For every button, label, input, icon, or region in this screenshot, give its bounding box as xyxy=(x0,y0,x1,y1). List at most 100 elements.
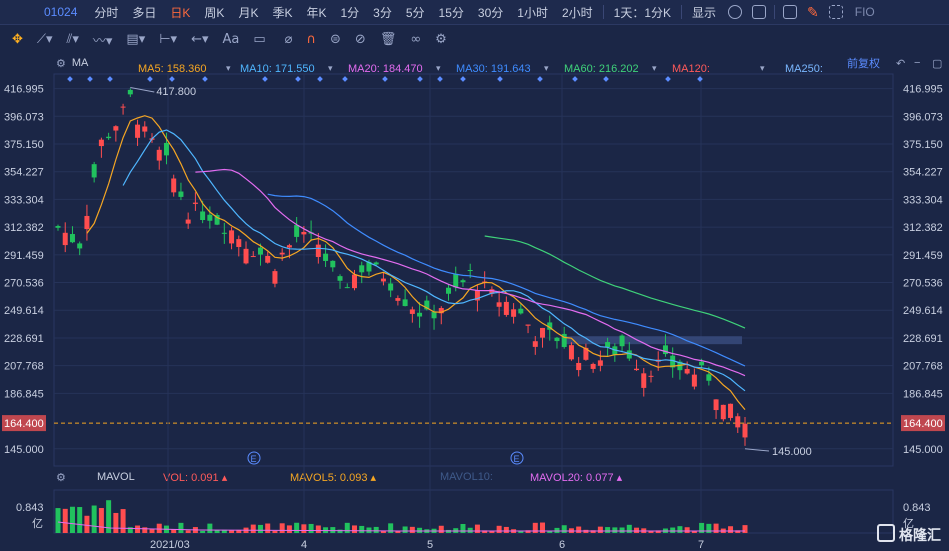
volume-tick-label: 0.843 xyxy=(903,502,931,514)
vol-legend-item[interactable]: MAVOL5: 0.093 ▴ xyxy=(290,472,377,484)
mavol-label[interactable]: MAVOL xyxy=(97,471,135,483)
price-tick-label: 416.995 xyxy=(903,84,943,96)
mavol-line xyxy=(57,521,745,532)
volume-bar xyxy=(684,527,690,533)
dropdown-icon[interactable]: ▾ xyxy=(328,63,333,73)
price-tag xyxy=(2,415,46,432)
period-tab[interactable]: 多日 xyxy=(132,5,157,20)
dropdown-icon[interactable]: ▾ xyxy=(760,63,765,73)
dropdown-icon[interactable]: ▾ xyxy=(436,63,441,73)
wave-tool-icon[interactable]: 〰▾ xyxy=(92,33,113,49)
camera-icon[interactable] xyxy=(783,5,798,19)
period-tab[interactable]: 15分 xyxy=(438,5,464,20)
close-icon[interactable]: ▢ xyxy=(932,57,943,70)
period-tab[interactable]: 30分 xyxy=(477,5,504,20)
display-menu[interactable]: 显示 xyxy=(692,5,717,20)
volume-bar xyxy=(518,531,524,533)
comment-tool-icon[interactable]: ▭ xyxy=(253,31,266,47)
fio-label[interactable]: FIO xyxy=(854,5,875,19)
period-tab[interactable]: 2小时 xyxy=(561,5,593,20)
period-tab[interactable]: 周K xyxy=(204,5,225,20)
arrow-tool-icon[interactable]: ←▾ xyxy=(191,31,209,47)
interval-select[interactable]: 1天：1分K xyxy=(613,5,671,20)
fib-tool-icon[interactable]: ▤▾ xyxy=(126,31,146,47)
ma-legend-item[interactable]: MA5: 158.360 xyxy=(138,63,207,75)
volume-bar xyxy=(337,529,343,533)
candle-body xyxy=(135,124,141,138)
stock-code[interactable]: 01024 xyxy=(44,5,78,19)
candle-body xyxy=(315,244,321,257)
candle-body xyxy=(272,271,278,284)
dropdown-icon[interactable]: ▾ xyxy=(652,63,657,73)
price-tick-label: 186.845 xyxy=(4,388,44,400)
candle-body xyxy=(171,178,177,193)
settings-icon[interactable] xyxy=(728,5,743,19)
dropdown-icon[interactable]: ▾ xyxy=(544,63,549,73)
draw-settings-icon[interactable]: ⚙ xyxy=(435,31,447,47)
volume-bar xyxy=(315,525,321,533)
candle-body xyxy=(590,363,596,369)
trash-icon[interactable]: 🗑 xyxy=(379,31,397,47)
gear-icon[interactable]: ⚙ xyxy=(56,57,66,70)
text-tool-icon[interactable]: Aa xyxy=(222,31,240,47)
vol-legend-item[interactable]: MAVOL20: 0.077 ▴ xyxy=(530,472,623,484)
price-tick-label: 375.150 xyxy=(4,139,44,151)
channel-tool-icon[interactable]: ⫽▾ xyxy=(66,31,79,47)
period-tab[interactable]: 季K xyxy=(272,5,293,20)
ma-legend-item[interactable]: MA60: 216.202 xyxy=(564,63,639,75)
vol-legend-item[interactable]: MAVOL10: xyxy=(440,471,493,483)
vol-legend-item[interactable]: VOL: 0.091 ▴ xyxy=(163,472,228,484)
period-toolbar: 01024 分时 多日 日K 周K 月K 季K 年K 1分 3分 5分 15分 30分 1小时 2小时 1… xyxy=(0,0,949,25)
range-tool-icon[interactable]: ⊢▾ xyxy=(159,31,178,47)
candle-body xyxy=(496,302,502,307)
period-tab[interactable]: 1分 xyxy=(340,5,360,20)
volume-bar xyxy=(561,525,567,533)
candle-body xyxy=(243,248,249,264)
candle-body xyxy=(561,333,567,348)
event-diamond xyxy=(497,76,503,82)
line-tool-icon[interactable]: ⟋▾ xyxy=(36,31,53,47)
price-tick-label: 207.768 xyxy=(4,361,44,373)
ma-legend-item[interactable]: MA250: xyxy=(785,63,823,75)
ma-legend-item[interactable]: MA10: 171.550 xyxy=(240,63,315,75)
fullscreen-icon[interactable] xyxy=(828,5,843,19)
magnet-icon[interactable]: ∩ xyxy=(306,31,316,47)
ma-legend-item[interactable]: MA20: 184.470 xyxy=(348,63,423,75)
volume-bar xyxy=(474,524,480,533)
crosshair-icon[interactable]: ✥ xyxy=(12,31,23,47)
x-tick-label: 7 xyxy=(698,539,704,551)
period-tab[interactable]: 分时 xyxy=(94,5,119,20)
ma-legend-item[interactable]: MA120: xyxy=(672,63,710,75)
period-tab[interactable]: 年K xyxy=(306,5,327,20)
period-tab[interactable]: 日K xyxy=(170,5,191,20)
ma-legend-item[interactable]: MA30: 191.643 xyxy=(456,63,531,75)
period-tab[interactable]: 1小时 xyxy=(517,5,548,20)
candle-body xyxy=(597,360,603,366)
gear-icon[interactable]: ⚙ xyxy=(56,472,66,484)
period-tab[interactable]: 5分 xyxy=(405,5,425,20)
volume-bar xyxy=(62,508,68,533)
checkbox-icon[interactable] xyxy=(752,5,767,19)
undo-icon[interactable]: ↶ xyxy=(896,57,906,70)
adjust-label[interactable]: 前复权 xyxy=(847,58,880,70)
pencil-icon[interactable]: ✎ xyxy=(807,3,819,20)
candle-body xyxy=(728,403,734,418)
dropdown-icon[interactable]: ▾ xyxy=(226,63,231,73)
hide-icon[interactable]: ⊘ xyxy=(354,31,366,47)
volume-bar xyxy=(677,526,683,533)
link-icon[interactable]: ∞ xyxy=(410,31,422,47)
volume-bar xyxy=(547,530,553,533)
event-marker-label: E xyxy=(514,454,520,464)
ma-label[interactable]: MA xyxy=(71,57,89,69)
eraser-icon[interactable]: ⌀ xyxy=(284,31,293,47)
event-diamond xyxy=(295,76,301,82)
minus-icon[interactable]: − xyxy=(914,57,921,69)
period-tab[interactable]: 3分 xyxy=(373,5,392,20)
volume-bar xyxy=(496,525,502,533)
low-leader xyxy=(744,448,770,452)
volume-bar xyxy=(373,526,379,533)
lock-icon[interactable]: ⊜ xyxy=(330,31,341,47)
volume-bar xyxy=(221,529,227,533)
period-tab[interactable]: 月K xyxy=(238,5,259,20)
